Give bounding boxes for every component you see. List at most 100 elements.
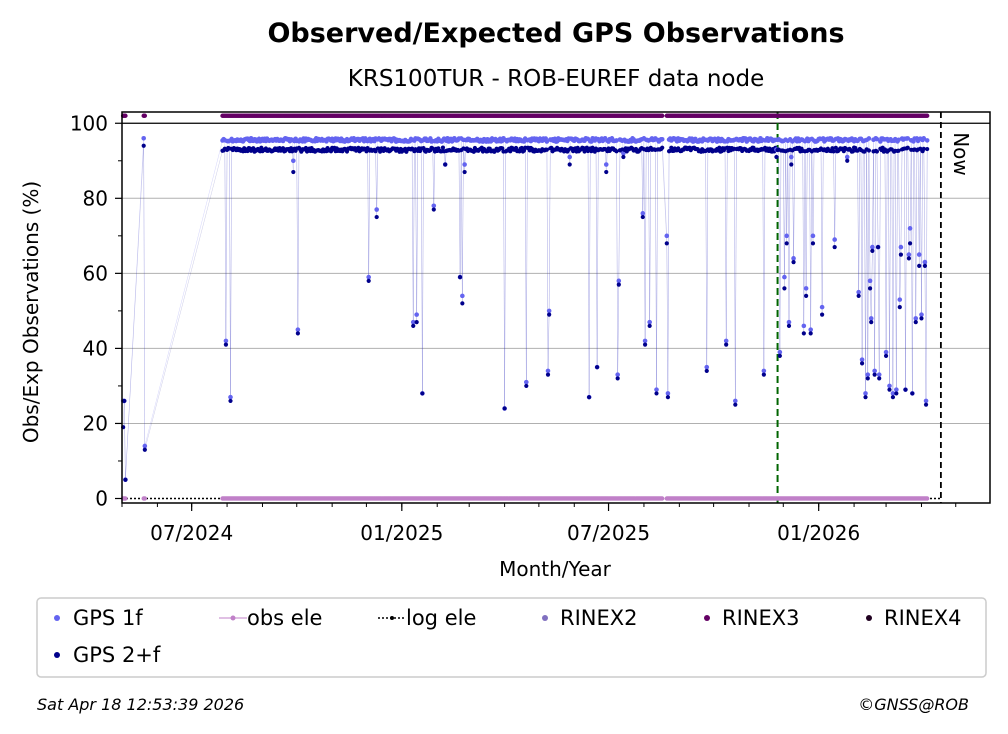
gps1f-point	[291, 158, 296, 164]
gps1f-point	[808, 327, 813, 332]
gps1f-point	[544, 139, 550, 144]
gps1f-point	[870, 244, 875, 250]
gps1f-point	[647, 319, 652, 325]
gps1f-point	[916, 252, 922, 257]
gps2f-point	[502, 406, 507, 411]
gps2f-point	[587, 395, 592, 400]
gps2f-point	[462, 169, 467, 175]
gps2f-point	[584, 145, 589, 150]
gps1f-point	[894, 387, 899, 392]
gps1f-point	[919, 312, 924, 317]
gps2f-point	[883, 353, 889, 359]
gps1f-point	[431, 203, 437, 209]
gps2f-point	[420, 391, 425, 396]
gps2f-point	[717, 145, 722, 150]
gps1f-point	[803, 286, 809, 291]
x-tick-label: 01/2025	[360, 521, 443, 545]
gps2f-point	[917, 263, 922, 268]
gps1f-point	[905, 136, 911, 141]
gps2f-point	[820, 312, 825, 317]
gps2f-point	[856, 293, 861, 298]
gps1f-point	[142, 443, 148, 449]
legend-box	[36, 597, 987, 678]
y-tick-label: 60	[83, 261, 108, 285]
gps1f-point	[665, 391, 671, 396]
gps2f-point	[859, 361, 865, 366]
gps1f-point	[874, 136, 880, 142]
legend-item-rinex2: RINEX2	[542, 606, 638, 630]
now-label: Now	[949, 132, 973, 176]
y-tick-label: 100	[70, 111, 108, 135]
gps2f-point	[545, 372, 551, 377]
gps2f-point	[910, 391, 915, 396]
gps1f-point	[410, 319, 416, 325]
gps1f-point	[867, 278, 873, 284]
gps2f-point	[850, 149, 856, 154]
gps2f-point	[724, 342, 729, 347]
gps1f-point	[876, 372, 882, 377]
legend-item-rinex4: RINEX4	[866, 606, 962, 630]
gps1f-point	[640, 211, 646, 216]
y-axis-ticks: 0 20 40 60 80 100	[70, 111, 122, 510]
gps1f-point	[923, 398, 929, 404]
gps2f-point	[777, 353, 782, 359]
legend-item-obs-ele: obs ele	[219, 606, 322, 630]
gps1f-point	[784, 233, 790, 239]
gps1f-point	[621, 150, 626, 156]
gps1f-point	[141, 135, 146, 141]
footer-credit: ©GNSS@ROB	[858, 695, 969, 714]
legend-marker-rinex4	[866, 615, 872, 621]
gps2f-point	[508, 149, 513, 154]
legend-marker-gps1f	[54, 615, 60, 621]
gps1f-point	[366, 274, 371, 280]
gps2f-point	[865, 376, 870, 381]
gps2f-point	[875, 244, 881, 250]
gps2f-point	[123, 477, 128, 482]
gps2f-point	[665, 395, 671, 400]
legend-label-rinex2: RINEX2	[560, 606, 638, 630]
gps1f-point	[616, 278, 622, 284]
gps2f-point	[291, 169, 296, 175]
gps1f-point	[819, 304, 825, 310]
gps2f-point	[913, 320, 918, 325]
gps1f-point	[546, 308, 552, 314]
gps2f-point	[567, 162, 572, 167]
gps2f-point	[808, 331, 813, 336]
gps2f-point	[373, 149, 378, 154]
legend-label-gps1f: GPS 1f	[73, 606, 143, 630]
gps2f-point	[664, 241, 669, 246]
gps1f-point	[664, 233, 670, 239]
gps1f-point	[524, 379, 529, 385]
gps2f-point	[704, 368, 709, 374]
gps1f-point	[922, 259, 928, 265]
gps1f-point	[887, 383, 892, 389]
gps1f-point	[223, 338, 229, 344]
legend-item-gps1f: GPS 1f	[54, 606, 143, 630]
gps2f-point	[669, 145, 674, 150]
gps2f-point	[866, 148, 872, 153]
event-line-group	[776, 112, 942, 503]
gps2f-point	[877, 376, 882, 381]
legend-marker-rinex3	[704, 615, 710, 621]
chart-title: Observed/Expected GPS Observations	[267, 18, 844, 49]
gps2f-trace	[122, 145, 928, 480]
gps1f-point	[907, 226, 913, 231]
chart-subtitle: KRS100TUR - ROB-EUREF data node	[348, 66, 764, 92]
gps2f-point	[896, 148, 901, 153]
data-points	[120, 113, 930, 501]
gps2f-point	[782, 286, 787, 291]
obs-ele-point	[123, 496, 128, 501]
gps1f-point	[786, 319, 792, 325]
gps1f-point	[865, 372, 871, 377]
gps1f-point	[856, 289, 861, 295]
gps2f-point	[906, 256, 912, 261]
gps1f-point	[642, 338, 648, 344]
gps2f-point	[366, 278, 371, 283]
gps2f-point	[789, 162, 794, 167]
gps1f-point	[567, 154, 573, 160]
x-axis-label: Month/Year	[499, 557, 612, 581]
gps2f-point	[887, 387, 892, 392]
gps2f-point	[804, 293, 809, 298]
gps1f-point	[659, 137, 665, 142]
